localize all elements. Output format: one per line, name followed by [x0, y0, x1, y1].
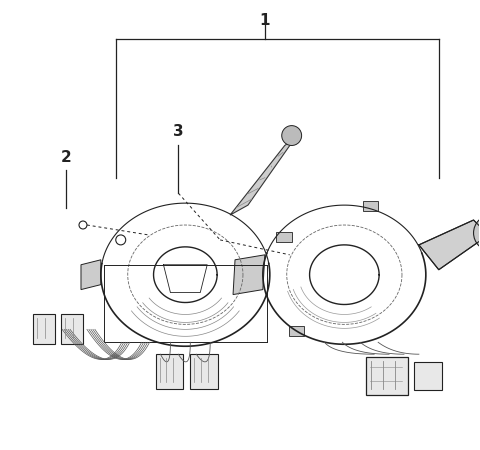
Bar: [276, 233, 292, 243]
Text: 2: 2: [60, 150, 72, 165]
Circle shape: [474, 215, 480, 251]
Circle shape: [116, 235, 126, 245]
Polygon shape: [419, 220, 480, 270]
Bar: [61, 315, 83, 344]
Circle shape: [79, 221, 87, 229]
Bar: [33, 315, 55, 344]
Polygon shape: [230, 139, 295, 215]
Polygon shape: [233, 255, 265, 295]
Text: 1: 1: [260, 14, 270, 28]
Bar: [156, 354, 183, 389]
Circle shape: [282, 126, 301, 145]
Text: 3: 3: [173, 124, 184, 139]
Bar: [288, 326, 304, 336]
Polygon shape: [81, 260, 101, 290]
Bar: [366, 357, 408, 395]
Bar: [190, 354, 218, 389]
Bar: [362, 202, 378, 211]
Bar: [414, 362, 442, 390]
